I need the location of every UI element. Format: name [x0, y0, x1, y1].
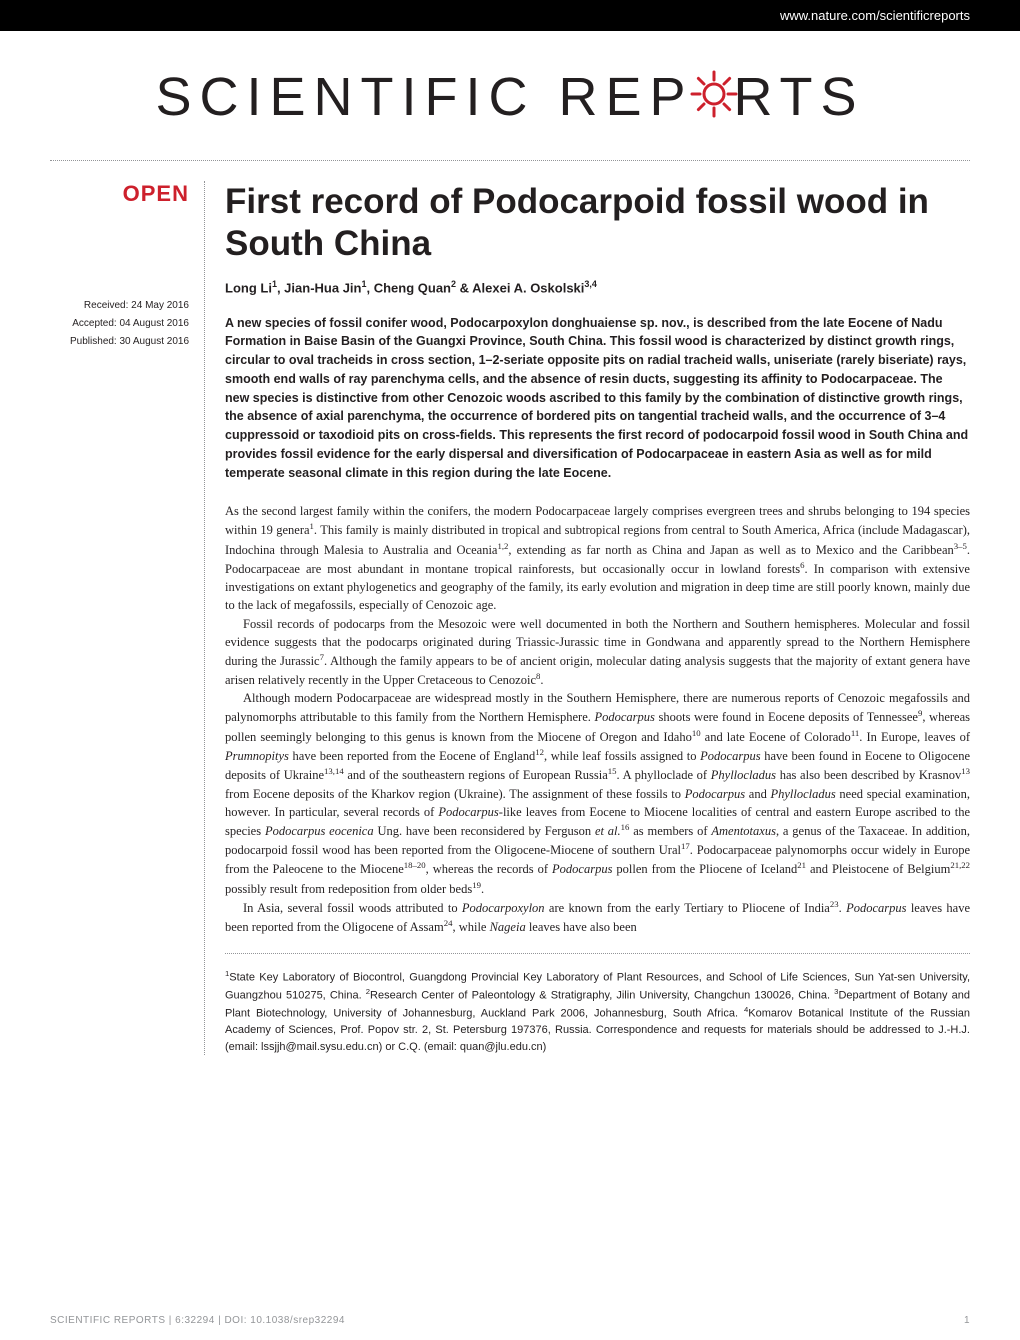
footer-page-number: 1	[964, 1315, 970, 1326]
body-paragraph: As the second largest family within the …	[225, 502, 970, 614]
manuscript-dates: Received: 24 May 2016 Accepted: 04 Augus…	[50, 297, 189, 351]
abstract: A new species of fossil conifer wood, Po…	[225, 314, 970, 483]
footer-citation: SCIENTIFIC REPORTS | 6:32294 | DOI: 10.1…	[50, 1315, 345, 1326]
content-wrap: OPEN Received: 24 May 2016 Accepted: 04 …	[0, 161, 1020, 1055]
affiliations: 1State Key Laboratory of Biocontrol, Gua…	[225, 968, 970, 1055]
left-sidebar: OPEN Received: 24 May 2016 Accepted: 04 …	[50, 181, 205, 1055]
journal-title-suffix: RTS	[734, 67, 865, 127]
page-footer: SCIENTIFIC REPORTS | 6:32294 | DOI: 10.1…	[50, 1315, 970, 1326]
journal-title-prefix: SCIENTIFIC	[155, 67, 558, 127]
header-url[interactable]: www.nature.com/scientificreports	[780, 8, 970, 23]
date-published: Published: 30 August 2016	[50, 333, 189, 351]
date-accepted: Accepted: 04 August 2016	[50, 315, 189, 333]
body-paragraph: In Asia, several fossil woods attributed…	[225, 898, 970, 937]
body-paragraph: Although modern Podocarpaceae are widesp…	[225, 689, 970, 898]
journal-title-mid: REP	[558, 67, 693, 127]
article-title: First record of Podocarpoid fossil wood …	[225, 181, 970, 265]
body-text: As the second largest family within the …	[225, 502, 970, 936]
header-bar: www.nature.com/scientificreports	[0, 0, 1020, 31]
main-column: First record of Podocarpoid fossil wood …	[205, 181, 970, 1055]
affiliations-wrap: 1State Key Laboratory of Biocontrol, Gua…	[225, 953, 970, 1055]
body-paragraph: Fossil records of podocarps from the Mes…	[225, 615, 970, 690]
author-list: Long Li1, Jian-Hua Jin1, Cheng Quan2 & A…	[225, 279, 970, 295]
open-access-badge: OPEN	[50, 181, 189, 207]
masthead: SCIENTIFIC REP RTS	[0, 31, 1020, 160]
date-received: Received: 24 May 2016	[50, 297, 189, 315]
journal-title: SCIENTIFIC REP RTS	[50, 66, 970, 135]
